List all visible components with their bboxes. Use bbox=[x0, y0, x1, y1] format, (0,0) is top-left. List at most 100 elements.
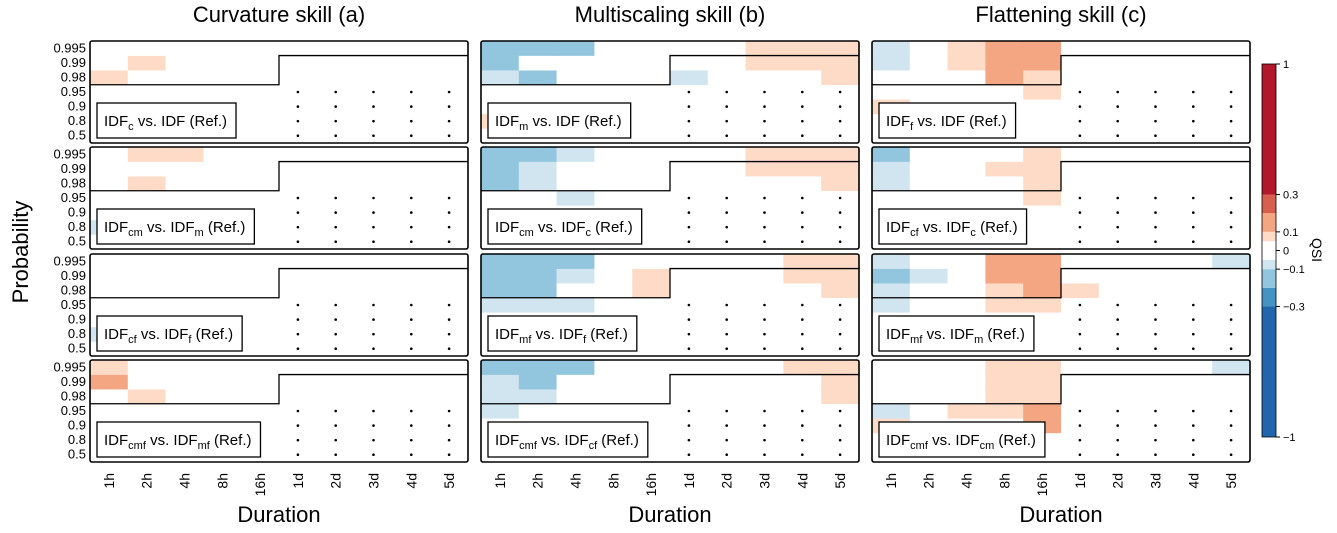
marker-dot bbox=[1154, 303, 1157, 307]
heat-cell bbox=[632, 254, 671, 269]
marker-dot bbox=[1192, 240, 1195, 244]
label-text: (Ref.) bbox=[983, 326, 1025, 343]
heat-cell bbox=[316, 161, 355, 177]
heat-cell bbox=[594, 297, 633, 313]
marker-dot bbox=[372, 119, 375, 123]
y-tick-label: 0.9 bbox=[68, 99, 86, 114]
heat-cell bbox=[1023, 374, 1062, 390]
label-subscript: cmf bbox=[128, 440, 147, 452]
heat-cell bbox=[594, 374, 633, 390]
heat-cell bbox=[821, 161, 860, 177]
marker-dot bbox=[447, 438, 451, 442]
marker-dot bbox=[334, 409, 338, 413]
heat-cell bbox=[556, 41, 595, 56]
heat-cell bbox=[430, 161, 469, 177]
marker-dot bbox=[1154, 134, 1157, 138]
panel-frame bbox=[871, 359, 1251, 463]
marker-dot bbox=[725, 119, 728, 123]
heat-cell bbox=[632, 312, 671, 328]
heat-cell bbox=[783, 268, 822, 284]
x-axis-label: Duration bbox=[237, 502, 320, 527]
heat-cell bbox=[632, 360, 671, 375]
marker-dot bbox=[1154, 318, 1157, 321]
heat-cell bbox=[872, 161, 911, 177]
marker-dot bbox=[687, 318, 691, 321]
heat-cell bbox=[481, 374, 520, 390]
x-tick-label: 2d bbox=[328, 473, 344, 489]
heat-cell bbox=[556, 55, 595, 71]
marker-dot bbox=[725, 196, 728, 200]
label-box bbox=[878, 315, 1035, 352]
heat-cell bbox=[872, 403, 911, 419]
heat-cell bbox=[518, 297, 557, 313]
heat-cell bbox=[821, 55, 860, 71]
marker-dot bbox=[801, 438, 804, 442]
panel-label: IDFcm vs. IDFm (Ref.) bbox=[104, 219, 245, 239]
heat-cell bbox=[594, 161, 633, 177]
step-line bbox=[872, 160, 1250, 192]
heat-cell bbox=[670, 283, 709, 299]
heat-cell bbox=[481, 41, 520, 56]
marker-dot bbox=[687, 453, 691, 457]
heat-cell bbox=[872, 176, 911, 192]
label-text: IDF bbox=[495, 326, 519, 343]
marker-dot bbox=[1229, 196, 1233, 200]
panel-frame bbox=[89, 40, 469, 144]
marker-dot bbox=[763, 105, 766, 108]
heat-cell bbox=[594, 147, 633, 162]
heat-cell bbox=[909, 147, 948, 162]
marker-dot bbox=[801, 105, 804, 108]
marker-dot bbox=[1192, 211, 1195, 214]
heat-cell bbox=[1061, 41, 1100, 56]
panel: IDFcm vs. IDFc (Ref.) bbox=[480, 146, 860, 250]
heat-cell bbox=[985, 176, 1024, 192]
heat-cell bbox=[518, 403, 557, 419]
x-tick-label: 1h bbox=[883, 473, 899, 489]
step-line bbox=[90, 160, 468, 192]
heat-cell bbox=[745, 254, 784, 269]
heat-cell bbox=[821, 254, 860, 269]
label-subscript: cf bbox=[910, 227, 920, 239]
heat-cell bbox=[1023, 41, 1062, 56]
marker-dot bbox=[687, 90, 691, 94]
x-tick-label: 4h bbox=[177, 473, 193, 489]
marker-dot bbox=[1078, 105, 1082, 108]
heat-cell bbox=[985, 297, 1024, 313]
marker-dot bbox=[1192, 134, 1195, 138]
heat-cell bbox=[316, 41, 355, 56]
heat-cell bbox=[518, 176, 557, 192]
marker-dot bbox=[838, 119, 842, 123]
heat-cell bbox=[821, 374, 860, 390]
heat-cell bbox=[745, 161, 784, 177]
marker-dot bbox=[296, 105, 300, 108]
heat-cell bbox=[707, 55, 746, 71]
label-subscript: cmf bbox=[519, 440, 538, 452]
heat-cell bbox=[745, 360, 784, 375]
y-tick-label: 0.5 bbox=[68, 447, 86, 462]
marker-dot bbox=[1154, 240, 1157, 244]
label-text: vs. IDF (Ref.) bbox=[528, 113, 621, 130]
heat-cell bbox=[1174, 389, 1213, 405]
heat-cell bbox=[241, 341, 280, 357]
label-text: (Ref.) bbox=[204, 219, 246, 236]
heat-cell bbox=[127, 41, 166, 56]
marker-dot bbox=[725, 211, 728, 214]
marker-dot bbox=[763, 438, 766, 442]
heat-cell bbox=[556, 190, 595, 206]
heat-cell bbox=[392, 70, 431, 86]
heat-cell bbox=[947, 84, 986, 100]
heat-cell bbox=[316, 55, 355, 71]
heat-cell bbox=[354, 176, 393, 192]
marker-dot bbox=[1229, 332, 1233, 336]
heat-cell bbox=[783, 55, 822, 71]
heat-cell bbox=[947, 254, 986, 269]
marker-dot bbox=[1154, 90, 1157, 94]
heat-cell bbox=[783, 283, 822, 299]
marker-dot bbox=[372, 318, 375, 321]
y-tick-label: 0.995 bbox=[53, 146, 86, 161]
heat-cell bbox=[241, 113, 280, 129]
marker-dot bbox=[763, 211, 766, 214]
heat-cell bbox=[947, 161, 986, 177]
marker-dot bbox=[334, 225, 338, 229]
heat-cell bbox=[745, 374, 784, 390]
